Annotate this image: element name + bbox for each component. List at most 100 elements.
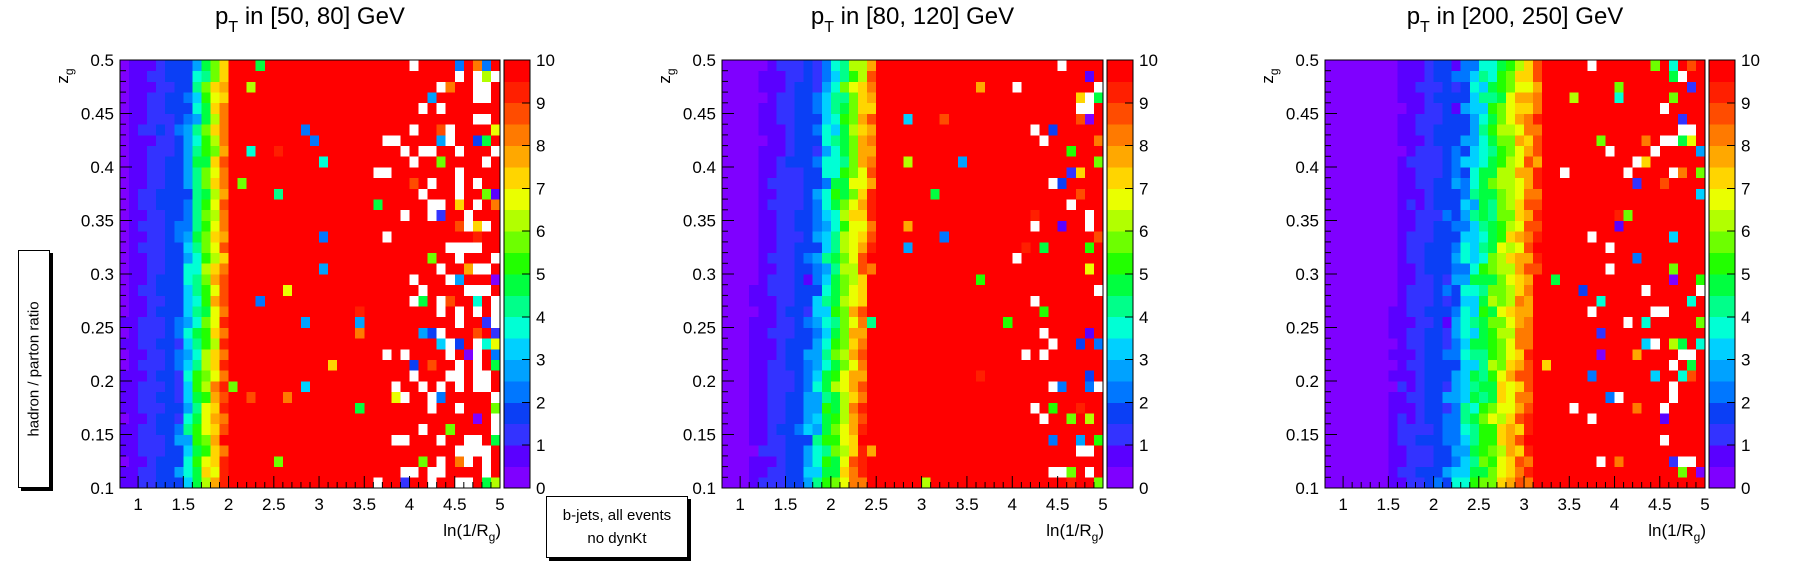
heatmap-cell [1596, 199, 1606, 211]
heatmap-cell [400, 209, 410, 221]
heatmap-cell [255, 359, 266, 371]
heatmap-cell [174, 156, 184, 168]
heatmap-cell [1057, 188, 1068, 200]
heatmap-cell [481, 477, 492, 489]
heatmap-cell [373, 327, 383, 339]
heatmap-cell [912, 391, 922, 403]
heatmap-cell [264, 445, 275, 457]
heatmap-cell [1469, 295, 1480, 307]
heatmap-cell [1003, 381, 1013, 393]
heatmap-cell [1605, 466, 1615, 478]
y-tick-label: 0.3 [90, 265, 114, 284]
heatmap-cell [1496, 167, 1507, 179]
heatmap-cell [418, 177, 429, 189]
color-bar-tick-label: 2 [536, 393, 545, 412]
heatmap-cell [373, 381, 383, 393]
heatmap-cell [1397, 434, 1407, 446]
heatmap-cell [1533, 359, 1543, 371]
heatmap-cell [490, 199, 501, 211]
heatmap-cell [246, 327, 257, 339]
heatmap-cell [1641, 252, 1652, 264]
heatmap-cell [1460, 455, 1471, 467]
heatmap-cell [1352, 466, 1362, 478]
heatmap-cell [1379, 391, 1389, 403]
heatmap-cell [1334, 445, 1344, 457]
heatmap-cell [1542, 252, 1552, 264]
heatmap-cell [337, 231, 347, 243]
heatmap-cell [1370, 252, 1380, 264]
heatmap-cell [1560, 466, 1570, 478]
heatmap-cell [463, 274, 474, 286]
heatmap-cell [1030, 156, 1040, 168]
heatmap-cell [156, 445, 166, 457]
heatmap-cell [1012, 338, 1022, 350]
heatmap-cell [346, 145, 356, 157]
heatmap-cell [400, 167, 410, 179]
heatmap-cell [885, 274, 895, 286]
heatmap-cell [803, 284, 814, 296]
heatmap-cell [1003, 60, 1013, 72]
heatmap-cell [894, 145, 904, 157]
heatmap-cell [849, 274, 859, 286]
heatmap-cell [210, 327, 220, 339]
heatmap-cell [174, 231, 184, 243]
heatmap-cell [1569, 167, 1579, 179]
heatmap-cell [129, 81, 139, 93]
heatmap-cell [1632, 423, 1643, 435]
heatmap-cell [1632, 338, 1643, 350]
heatmap-cell [1524, 477, 1534, 489]
heatmap-cell [1084, 92, 1095, 104]
heatmap-cell [120, 370, 130, 382]
heatmap-cell [1442, 167, 1453, 179]
heatmap-cell [1084, 113, 1095, 125]
heatmap-cell [328, 423, 338, 435]
heatmap-cell [1093, 306, 1104, 318]
heatmap-cell [1677, 156, 1688, 168]
heatmap-cell [147, 274, 157, 286]
heatmap-cell [1659, 295, 1670, 307]
heatmap-cell [183, 81, 193, 93]
heatmap-cell [1460, 306, 1471, 318]
heatmap-cell [1075, 177, 1086, 189]
heatmap-cell [1066, 209, 1077, 221]
heatmap-cell [337, 327, 347, 339]
heatmap-cell [976, 209, 986, 221]
heatmap-cell [228, 445, 239, 457]
heatmap-cell [1677, 445, 1688, 457]
heatmap-cell [722, 134, 732, 146]
heatmap-cell [183, 209, 193, 221]
heatmap-cell [472, 413, 483, 425]
heatmap-cell [776, 284, 786, 296]
heatmap-cell [858, 188, 868, 200]
heatmap-cell [839, 381, 850, 393]
heatmap-cell [1478, 220, 1489, 232]
heatmap-cell [328, 231, 338, 243]
heatmap-cell [985, 284, 995, 296]
heatmap-cell [912, 145, 922, 157]
heatmap-cell [939, 338, 950, 350]
heatmap-cell [1066, 295, 1077, 307]
heatmap-cell [210, 199, 220, 211]
heatmap-cell [1469, 231, 1480, 243]
heatmap-cell [1003, 316, 1013, 328]
heatmap-cell [1361, 391, 1371, 403]
heatmap-cell [481, 391, 492, 403]
heatmap-cell [876, 241, 886, 253]
heatmap-cell [1048, 434, 1059, 446]
heatmap-cell [1370, 445, 1380, 457]
heatmap-cell [328, 316, 338, 328]
heatmap-cell [885, 156, 895, 168]
heatmap-cell [1093, 391, 1104, 403]
heatmap-cell [1075, 338, 1086, 350]
heatmap-cell [921, 348, 932, 360]
heatmap-cell [138, 402, 148, 414]
heatmap-cell [255, 124, 266, 136]
heatmap-cell [1012, 306, 1022, 318]
heatmap-cell [1424, 284, 1434, 296]
heatmap-cell [1560, 445, 1570, 457]
heatmap-cell [1012, 295, 1022, 307]
heatmap-cell [355, 434, 365, 446]
heatmap-cell [156, 156, 166, 168]
heatmap-cell [246, 348, 257, 360]
heatmap-cell [1039, 156, 1049, 168]
